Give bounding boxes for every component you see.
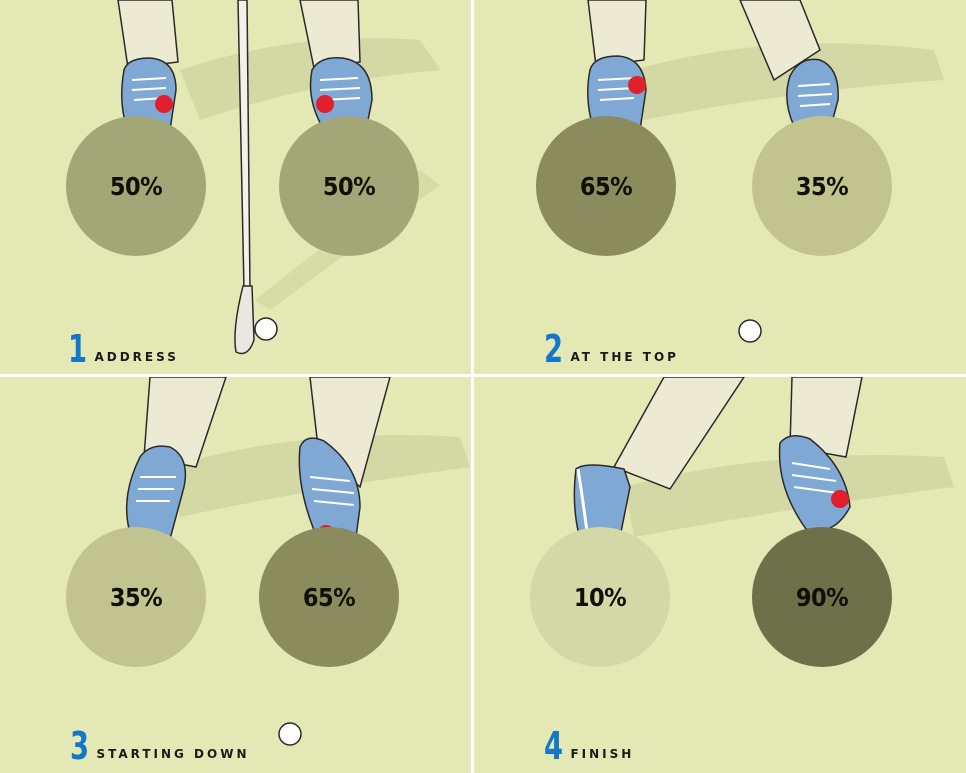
right-foot-percentage: 35% (795, 171, 849, 201)
step-label: AT THE TOP (570, 350, 679, 364)
step-number: 4 (544, 724, 564, 768)
step-number: 3 (70, 724, 90, 768)
golf-ball-icon (278, 722, 302, 746)
pressure-dot (628, 76, 646, 94)
right-foot-weight: 50% (279, 116, 419, 256)
step-label: STARTING DOWN (96, 747, 250, 761)
step-label: FINISH (570, 747, 635, 761)
step-number: 1 (68, 327, 88, 371)
step-caption: 3 STARTING DOWN (70, 724, 250, 768)
step-caption: 4 FINISH (544, 724, 635, 768)
right-foot-weight: 35% (752, 116, 892, 256)
panel-at-the-top-art (587, 0, 944, 343)
left-foot-weight: 50% (66, 116, 206, 256)
left-foot-percentage: 65% (579, 171, 633, 201)
golf-club-icon (237, 0, 251, 291)
left-shoe-icon (587, 55, 647, 136)
golf-ball-icon (254, 317, 278, 341)
pressure-dot (316, 95, 334, 113)
right-foot-percentage: 50% (322, 171, 376, 201)
golf-ball-icon (738, 319, 762, 343)
panel-starting-down-art (125, 377, 470, 746)
panel-starting-down: 35% 65% 3 STARTING DOWN (0, 377, 471, 773)
pressure-dot (831, 490, 849, 508)
step-label: ADDRESS (94, 350, 179, 364)
step-caption: 2 AT THE TOP (544, 327, 679, 371)
left-foot-percentage: 35% (109, 582, 163, 612)
right-shoe-icon (778, 435, 851, 532)
right-foot-weight: 65% (259, 527, 399, 667)
panel-address-art (117, 0, 440, 355)
step-caption: 1 ADDRESS (68, 327, 179, 371)
left-foot-weight: 35% (66, 527, 206, 667)
left-foot-weight: 10% (530, 527, 670, 667)
left-foot-percentage: 50% (109, 171, 163, 201)
panel-finish-art (573, 377, 954, 560)
panel-address: 50% 50% 1 ADDRESS (0, 0, 471, 374)
panel-finish: 10% 90% 4 FINISH (474, 377, 966, 773)
right-foot-percentage: 65% (302, 582, 356, 612)
right-shoe-icon (786, 58, 839, 135)
right-foot-percentage: 90% (795, 582, 849, 612)
left-foot-percentage: 10% (573, 582, 627, 612)
right-foot-weight: 90% (752, 527, 892, 667)
step-number: 2 (544, 327, 564, 371)
panel-at-the-top: 65% 35% 2 AT THE TOP (474, 0, 966, 374)
left-foot-weight: 65% (536, 116, 676, 256)
pressure-dot (155, 95, 173, 113)
right-shoe-icon (298, 437, 361, 542)
